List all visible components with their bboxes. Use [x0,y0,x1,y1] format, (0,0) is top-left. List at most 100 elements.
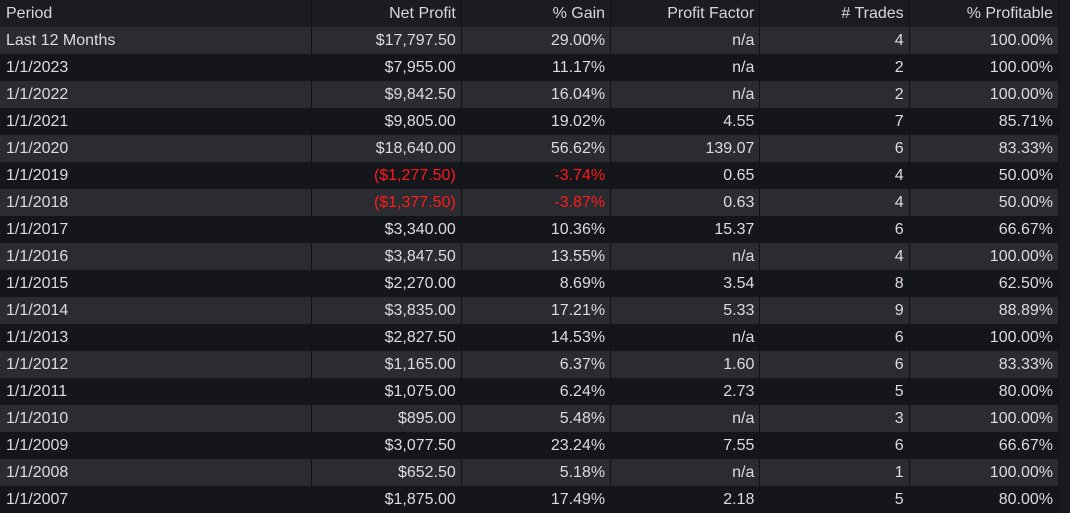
table-row[interactable]: 1/1/2016 $3,847.50 13.55% n/a 4 100.00% [0,243,1070,270]
net-profit-cell: $1,875.00 [312,486,462,513]
table-row[interactable]: 1/1/2009 $3,077.50 23.24% 7.55 6 66.67% [0,432,1070,459]
profitable-cell: 50.00% [909,162,1059,189]
table-row[interactable]: 1/1/2017 $3,340.00 10.36% 15.37 6 66.67% [0,216,1070,243]
period-cell: 1/1/2019 [0,162,313,189]
net-profit-cell: $17,797.50 [312,27,462,54]
net-profit-cell: $3,847.50 [312,243,462,270]
period-cell: 1/1/2023 [0,54,313,81]
profit-factor-cell: n/a [611,405,761,432]
profitable-cell: 83.33% [909,351,1059,378]
trades-cell: 4 [760,243,910,270]
profitable-cell: 62.50% [909,270,1059,297]
table-row[interactable]: 1/1/2014 $3,835.00 17.21% 5.33 9 88.89% [0,297,1070,324]
profit-factor-cell: 1.60 [611,351,761,378]
period-cell: 1/1/2014 [0,297,313,324]
period-cell: 1/1/2008 [0,459,313,486]
period-cell: 1/1/2007 [0,486,313,513]
table-row[interactable]: 1/1/2015 $2,270.00 8.69% 3.54 8 62.50% [0,270,1070,297]
table-row[interactable]: 1/1/2010 $895.00 5.48% n/a 3 100.00% [0,405,1070,432]
profitable-cell: 100.00% [909,27,1059,54]
profit-factor-cell: 0.65 [611,162,761,189]
net-profit-cell: $18,640.00 [312,135,462,162]
profit-factor-cell: 2.18 [611,486,761,513]
profit-factor-cell: n/a [611,243,761,270]
trades-cell: 6 [760,432,910,459]
trades-cell: 6 [760,351,910,378]
row-filler [1058,189,1070,216]
profit-factor-cell: 139.07 [611,135,761,162]
trades-cell: 4 [760,27,910,54]
profit-factor-cell: 15.37 [611,216,761,243]
table-row[interactable]: 1/1/2023 $7,955.00 11.17% n/a 2 100.00% [0,54,1070,81]
trades-cell: 6 [760,324,910,351]
profitable-cell: 100.00% [909,243,1059,270]
gain-cell: 10.36% [461,216,612,243]
table-row[interactable]: 1/1/2021 $9,805.00 19.02% 4.55 7 85.71% [0,108,1070,135]
table-row[interactable]: 1/1/2013 $2,827.50 14.53% n/a 6 100.00% [0,324,1070,351]
trades-cell: 8 [760,270,910,297]
profitable-cell: 100.00% [909,324,1059,351]
net-profit-cell: $1,075.00 [312,378,462,405]
profitable-cell: 100.00% [909,54,1059,81]
trades-cell: 5 [760,486,910,513]
net-profit-cell: $2,270.00 [312,270,462,297]
net-profit-cell: ($1,277.50) [312,162,462,189]
period-cell: 1/1/2018 [0,189,313,216]
period-cell: 1/1/2011 [0,378,313,405]
period-cell: 1/1/2010 [0,405,313,432]
profit-factor-cell: 5.33 [611,297,761,324]
profitable-cell: 100.00% [909,81,1059,108]
row-filler [1058,432,1070,459]
net-profit-cell: $652.50 [312,459,462,486]
row-filler [1058,108,1070,135]
profitable-cell: 66.67% [909,432,1059,459]
table-row[interactable]: 1/1/2007 $1,875.00 17.49% 2.18 5 80.00% [0,486,1070,513]
gain-cell: 23.24% [461,432,612,459]
row-filler [1058,27,1070,54]
net-profit-cell: $9,805.00 [312,108,462,135]
period-cell: 1/1/2020 [0,135,313,162]
profit-factor-cell: n/a [611,459,761,486]
table-row[interactable]: 1/1/2012 $1,165.00 6.37% 1.60 6 83.33% [0,351,1070,378]
column-header-net-profit[interactable]: Net Profit [312,0,462,27]
gain-cell: 8.69% [461,270,612,297]
profitable-cell: 80.00% [909,378,1059,405]
row-filler [1058,297,1070,324]
table-row[interactable]: 1/1/2020 $18,640.00 56.62% 139.07 6 83.33% [0,135,1070,162]
profit-factor-cell: 7.55 [611,432,761,459]
table-row[interactable]: 1/1/2019 ($1,277.50) -3.74% 0.65 4 50.00% [0,162,1070,189]
net-profit-cell: $2,827.50 [312,324,462,351]
trades-cell: 2 [760,54,910,81]
row-filler [1058,81,1070,108]
gain-cell: 5.18% [461,459,612,486]
profitable-cell: 100.00% [909,405,1059,432]
table-row[interactable]: 1/1/2008 $652.50 5.18% n/a 1 100.00% [0,459,1070,486]
table-row[interactable]: 1/1/2011 $1,075.00 6.24% 2.73 5 80.00% [0,378,1070,405]
gain-cell: 17.49% [461,486,612,513]
profit-factor-cell: n/a [611,54,761,81]
row-filler [1058,459,1070,486]
profitable-cell: 80.00% [909,486,1059,513]
profit-factor-cell: 4.55 [611,108,761,135]
gain-cell: 6.24% [461,378,612,405]
column-header-profit-factor[interactable]: Profit Factor [611,0,761,27]
row-filler [1058,351,1070,378]
profitable-cell: 88.89% [909,297,1059,324]
column-header-period[interactable]: Period [0,0,313,27]
row-filler [1058,243,1070,270]
period-cell: 1/1/2009 [0,432,313,459]
profitable-cell: 83.33% [909,135,1059,162]
net-profit-cell: $7,955.00 [312,54,462,81]
gain-cell: 17.21% [461,297,612,324]
period-cell: 1/1/2017 [0,216,313,243]
column-header-gain[interactable]: % Gain [461,0,612,27]
gain-cell: 29.00% [461,27,612,54]
profitable-cell: 85.71% [909,108,1059,135]
table-row[interactable]: 1/1/2018 ($1,377.50) -3.87% 0.63 4 50.00% [0,189,1070,216]
table-row[interactable]: 1/1/2022 $9,842.50 16.04% n/a 2 100.00% [0,81,1070,108]
trades-cell: 3 [760,405,910,432]
column-header-profitable[interactable]: % Profitable [909,0,1059,27]
table-row[interactable]: Last 12 Months $17,797.50 29.00% n/a 4 100.00… [0,27,1070,54]
column-header-trades[interactable]: # Trades [760,0,910,27]
